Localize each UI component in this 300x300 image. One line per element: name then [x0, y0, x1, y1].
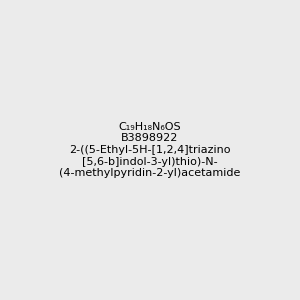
Text: C₁₉H₁₈N₆OS
B3898922
2-((5-Ethyl-5H-[1,2,4]triazino
[5,6-b]indol-3-yl)thio)-N-
(4: C₁₉H₁₈N₆OS B3898922 2-((5-Ethyl-5H-[1,2,… [59, 122, 241, 178]
